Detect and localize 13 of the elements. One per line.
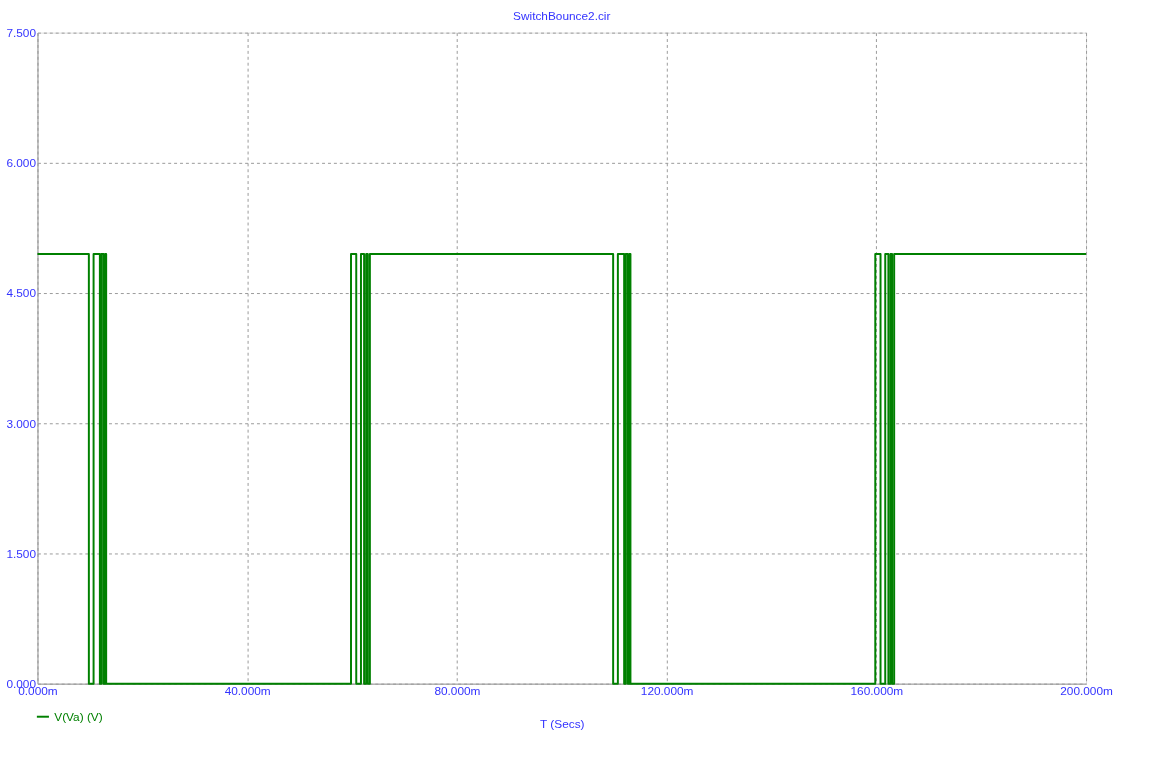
- x-tick-label: 160.000m: [850, 684, 904, 699]
- legend-label: V(Va) (V): [54, 709, 103, 724]
- x-tick-label: 200.000m: [1060, 684, 1113, 699]
- x-axis-title: T (Secs): [540, 716, 585, 731]
- y-tick-label: 6.000: [6, 156, 37, 171]
- x-tick-label: 40.000m: [224, 684, 271, 699]
- y-tick-label: 7.500: [6, 26, 37, 41]
- y-tick-label: 4.500: [6, 286, 37, 301]
- x-tick-label: 120.000m: [640, 684, 694, 699]
- chart-title: SwitchBounce2.cir: [513, 8, 611, 23]
- y-tick-label: 3.000: [6, 416, 37, 431]
- x-tick-label: 80.000m: [434, 684, 481, 699]
- y-tick-label: 1.500: [6, 546, 37, 561]
